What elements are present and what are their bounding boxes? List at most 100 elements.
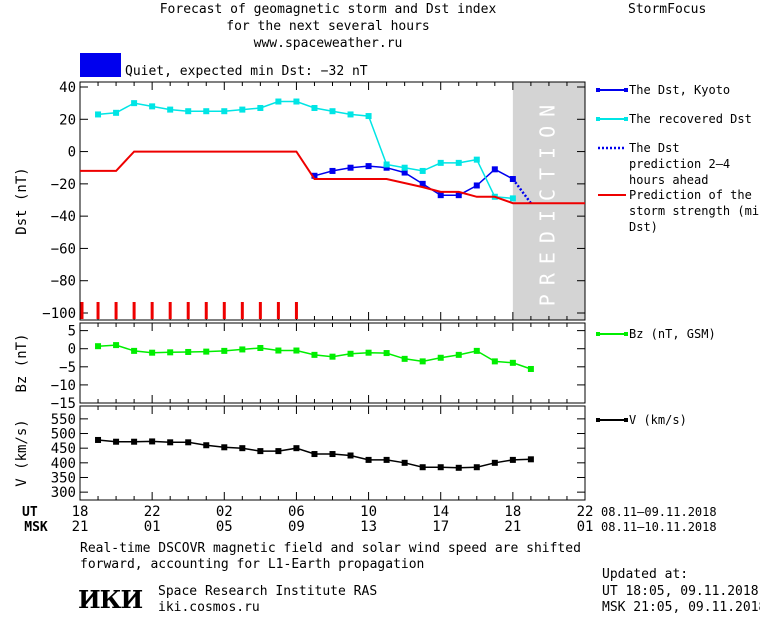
series-dst-1-point [311, 104, 318, 111]
prediction-region [512, 82, 585, 320]
x-tick-label-msk: 21 [504, 519, 521, 535]
series-bz-0-point [491, 358, 498, 365]
brand-label: StormFocus [628, 2, 707, 17]
legend-entry: Dst) [629, 220, 658, 234]
series-bz-0-point [329, 353, 336, 360]
series-v-0-point [203, 442, 210, 449]
series-dst-0-point [455, 192, 462, 199]
series-bz-0-point [275, 347, 282, 354]
series-v-0-point [455, 464, 462, 471]
series-v-0-point [239, 445, 246, 452]
series-bz-0-point [383, 350, 390, 357]
series-dst-1-point [437, 159, 444, 166]
legend-entry: V (km/s) [629, 413, 687, 427]
legend-marker [596, 332, 600, 336]
y-tick-label-dst: −100 [42, 306, 76, 322]
updated-msk: MSK 21:05, 09.11.2018 [602, 600, 760, 615]
series-v-0-point [275, 448, 282, 455]
legend-marker [596, 117, 600, 121]
y-tick-label-v: 450 [51, 441, 76, 457]
legend-marker [596, 88, 600, 92]
series-bz-0-point [455, 351, 462, 358]
series-bz-0-point [149, 349, 156, 356]
y-tick-label-bz: −10 [51, 378, 76, 394]
series-dst-1-point [509, 195, 516, 202]
series-dst-0-point [491, 166, 498, 173]
series-v-0-point [401, 459, 408, 466]
updated-ut: UT 18:05, 09.11.2018 [602, 584, 759, 599]
series-dst-1-point [473, 156, 480, 163]
y-axis-label-bz: Bz (nT) [14, 333, 30, 392]
prediction-label: PREDICTION [535, 96, 559, 306]
legend-entry: The Dst [629, 141, 680, 155]
series-bz-0-point [239, 346, 246, 353]
legend-entry: Prediction of the [629, 188, 752, 202]
x-tick-label-msk: 05 [216, 519, 233, 535]
chart-title-line2: for the next several hours [226, 19, 430, 34]
series-dst-0-point [473, 182, 480, 189]
series-dst-1-point [419, 167, 426, 174]
y-tick-label-bz: −15 [51, 396, 76, 412]
y-tick-label-dst: −60 [51, 241, 76, 257]
chart-title-url: www.spaceweather.ru [253, 36, 403, 51]
x-tick-label-ut: 18 [72, 504, 89, 520]
series-bz-0-point [257, 344, 264, 351]
x-tick-label-ut: 22 [144, 504, 161, 520]
status-text: Quiet, expected min Dst: −32 nT [125, 64, 368, 79]
series-v-0-point [257, 448, 264, 455]
series-v-0-point [347, 452, 354, 459]
series-dst-0-point [311, 172, 318, 179]
x-tick-label-msk: 01 [144, 519, 161, 535]
series-dst-1-point [347, 111, 354, 118]
series-v-0-point [527, 456, 534, 463]
x-tick-label-ut: 06 [288, 504, 305, 520]
x-tick-label-msk: 01 [577, 519, 594, 535]
ut-date-range: 08.11–09.11.2018 [601, 505, 717, 519]
series-v-0-point [383, 456, 390, 463]
series-v-0-point [329, 451, 336, 458]
series-dst-1-point [401, 164, 408, 171]
series-dst-0-point [437, 192, 444, 199]
x-axis-msk-label: MSK [24, 520, 48, 535]
legend-marker [624, 418, 628, 422]
x-tick-label-msk: 21 [72, 519, 89, 535]
series-dst-1-point [221, 108, 228, 115]
y-axis-label-v: V (km/s) [14, 419, 30, 486]
series-v-0-point [149, 438, 156, 445]
legend-entry: hours ahead [629, 173, 708, 187]
footer-note-line1: Real-time DSCOVR magnetic field and sola… [80, 541, 581, 556]
updated-label: Updated at: [602, 567, 689, 582]
series-v-0-point [293, 445, 300, 452]
series-dst-0-point [329, 167, 336, 174]
y-tick-label-bz: 5 [68, 324, 76, 340]
series-dst-1-point [257, 104, 264, 111]
legend-entry: storm strength (min [629, 204, 760, 218]
legend-marker [624, 332, 628, 336]
legend-marker [596, 418, 600, 422]
series-v-0-point [311, 451, 318, 458]
series-bz-0-point [311, 351, 318, 358]
series-dst-0-point [383, 164, 390, 171]
series-bz-0-point [221, 347, 228, 354]
y-tick-label-v: 400 [51, 456, 76, 472]
series-bz-0-point [113, 342, 120, 349]
legend-marker [624, 88, 628, 92]
series-bz-0-point [293, 347, 300, 354]
series-v-0-point [491, 459, 498, 466]
series-dst-1-point [383, 161, 390, 168]
y-tick-label-dst: −40 [51, 209, 76, 225]
series-bz-0-point [527, 365, 534, 372]
y-tick-label-dst: 40 [59, 80, 76, 96]
org-url[interactable]: iki.cosmos.ru [158, 600, 260, 615]
y-axis-label-dst: Dst (nT) [14, 167, 30, 234]
series-bz-0-point [203, 348, 210, 355]
series-dst-0-point [347, 164, 354, 171]
y-tick-label-v: 500 [51, 427, 76, 443]
y-tick-label-v: 350 [51, 470, 76, 486]
series-dst-1-point [239, 106, 246, 113]
series-bz-0-point [185, 348, 192, 355]
series-v-0-point [509, 456, 516, 463]
x-tick-label-ut: 10 [360, 504, 377, 520]
msk-date-range: 08.11–10.11.2018 [601, 520, 717, 534]
